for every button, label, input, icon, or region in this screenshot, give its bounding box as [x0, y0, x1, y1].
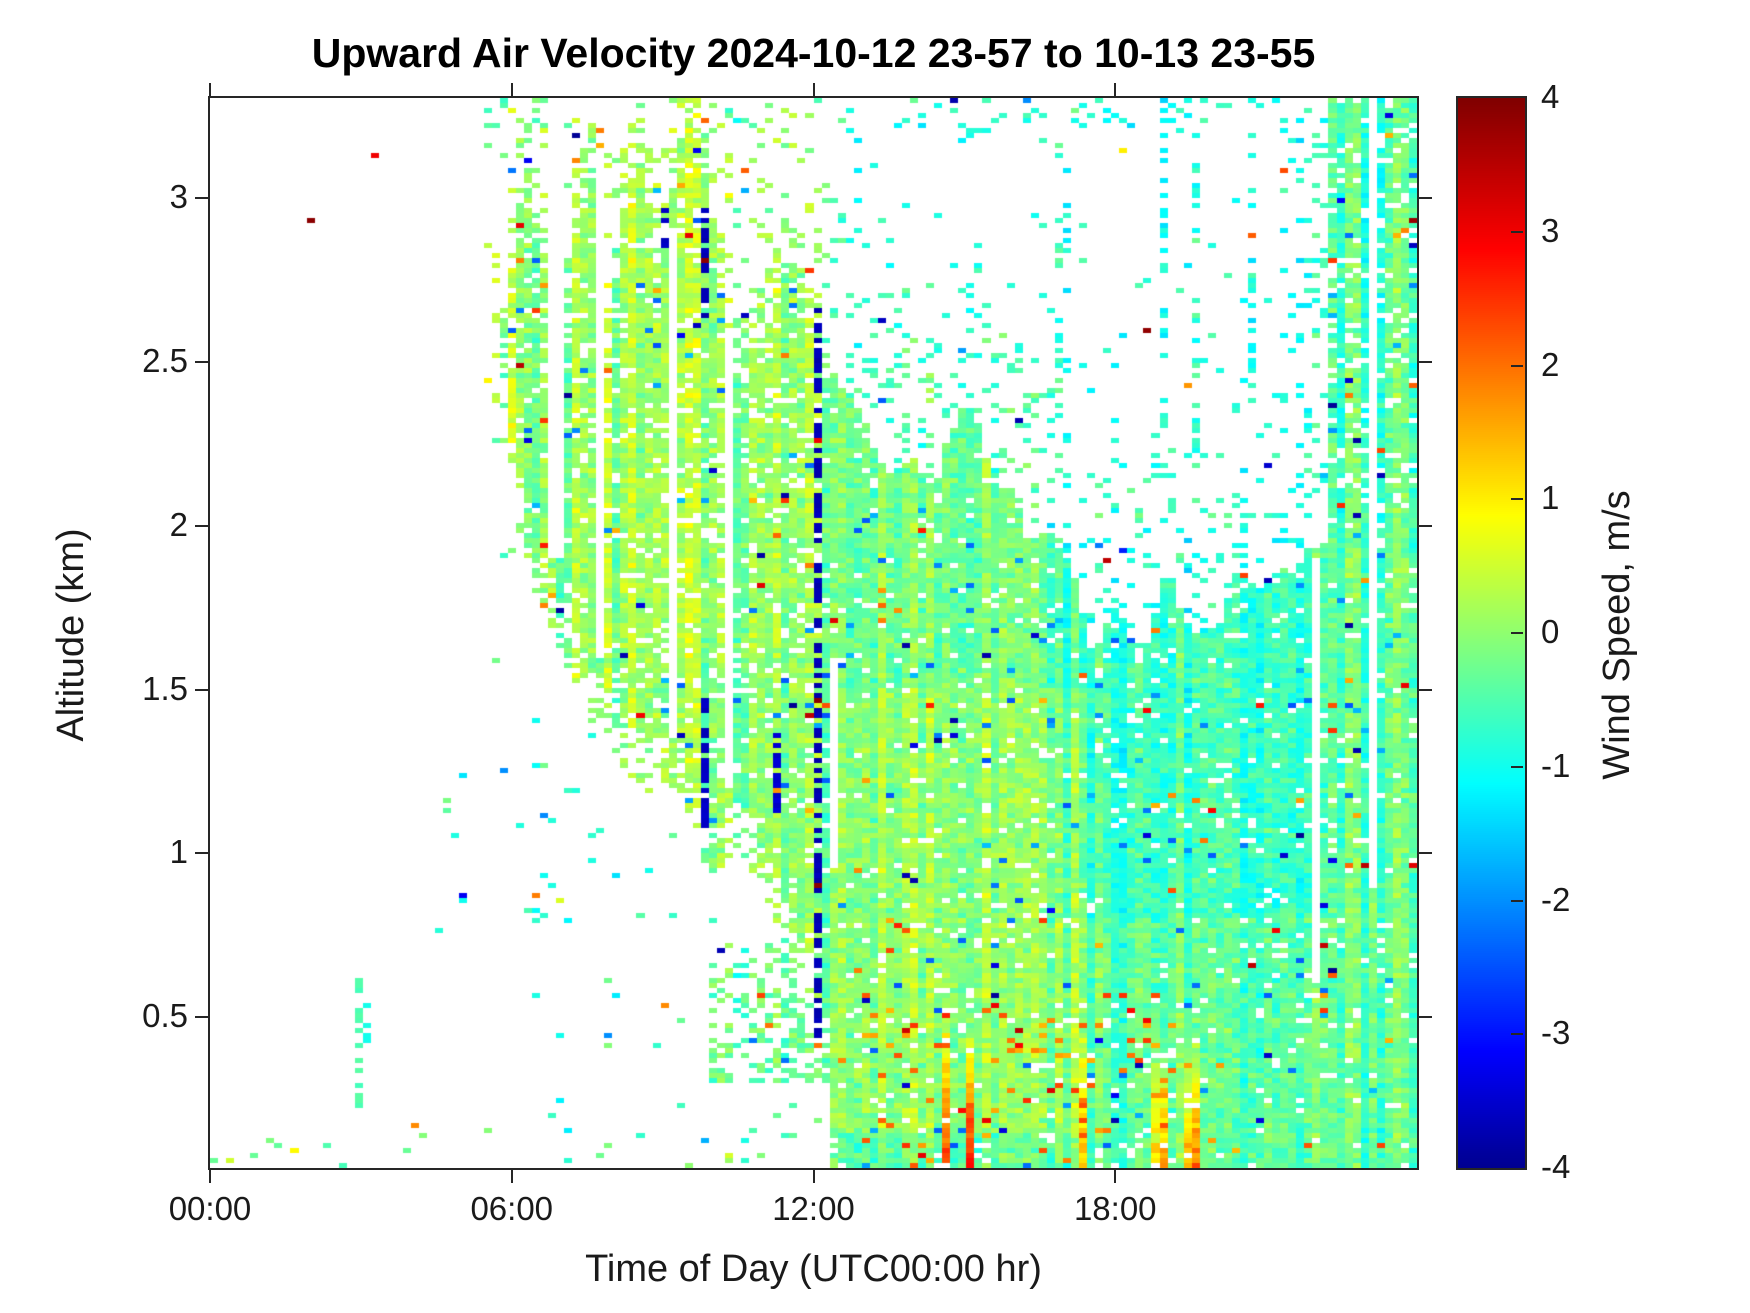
x-tick	[510, 1170, 513, 1183]
x-tick-label: 18:00	[1073, 1190, 1157, 1227]
colorbar-tick-label: 1	[1541, 479, 1560, 517]
colorbar-tick-label: 4	[1541, 78, 1560, 115]
y-tick	[195, 360, 208, 363]
colorbar-tick	[1511, 632, 1523, 634]
y-tick	[195, 524, 208, 527]
x-tick	[209, 1170, 211, 1183]
colorbar-tick-label: -4	[1541, 1148, 1571, 1185]
colorbar-tick	[1511, 498, 1523, 501]
chart-title: Upward Air Velocity 2024-10-12 23-57 to …	[311, 30, 1316, 76]
colorbar-tick	[1511, 899, 1523, 902]
colorbar-tick	[1511, 230, 1523, 233]
y-tick-right	[1419, 688, 1432, 691]
x-tick-label: 12:00	[772, 1190, 855, 1227]
x-tick-top	[812, 83, 815, 96]
x-tick-label: 06:00	[470, 1190, 554, 1227]
colorbar-tick-label: 0	[1541, 613, 1560, 650]
y-tick-label: 3	[169, 177, 188, 215]
colorbar-tick-label: 2	[1541, 345, 1560, 383]
y-tick	[195, 688, 208, 691]
y-tick-label: 0.5	[142, 997, 188, 1035]
x-tick-top	[510, 83, 513, 96]
colorbar-tick-label: 3	[1541, 211, 1560, 249]
y-tick-right	[1419, 524, 1432, 527]
y-tick-right	[1419, 360, 1432, 363]
colorbar-tick-label: -3	[1541, 1014, 1571, 1052]
y-tick-label: 1.5	[142, 669, 188, 707]
y-tick-right	[1419, 852, 1432, 855]
colorbar-tick-label: -2	[1541, 880, 1571, 918]
y-tick-label: 1	[169, 833, 188, 871]
colorbar-tick	[1511, 364, 1523, 367]
y-tick-label: 2.5	[142, 341, 188, 379]
y-tick	[195, 196, 208, 199]
heatmap-canvas	[210, 98, 1417, 1168]
y-tick	[195, 1016, 208, 1019]
x-tick-top	[209, 83, 211, 96]
y-tick-right	[1419, 1016, 1432, 1019]
y-tick-label: 2	[169, 505, 188, 543]
y-tick	[195, 852, 208, 855]
colorbar-tick	[1511, 1033, 1523, 1036]
x-tick	[1114, 1170, 1117, 1183]
x-tick	[812, 1170, 815, 1183]
colorbar-tick	[1511, 765, 1523, 768]
x-tick-top	[1114, 83, 1117, 96]
y-tick-right	[1419, 196, 1432, 199]
x-axis-label: Time of Day (UTC00:00 hr)	[585, 1248, 1042, 1290]
colorbar-tick-label: -1	[1541, 746, 1571, 784]
x-tick-label: 00:00	[168, 1190, 252, 1227]
